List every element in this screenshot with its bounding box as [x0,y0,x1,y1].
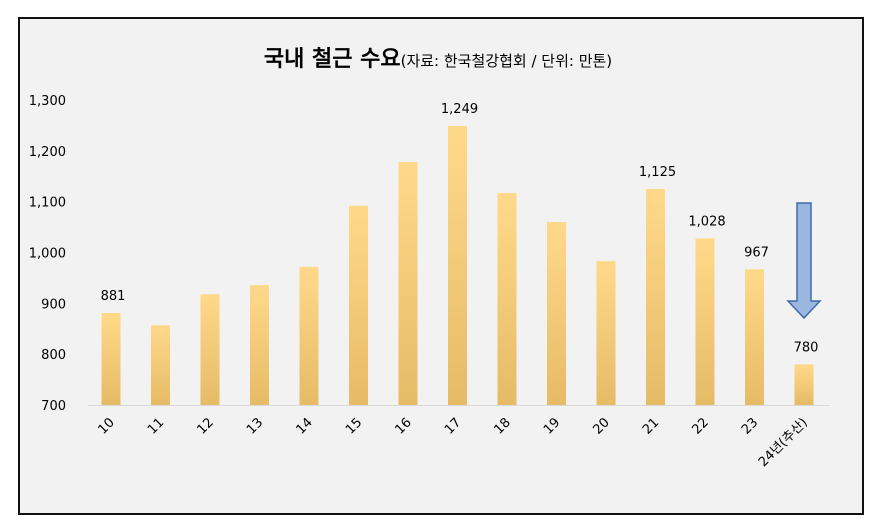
x-tick-label: 14 [294,415,316,437]
x-tick-label: 19 [541,415,563,437]
x-tick-label: 13 [244,415,266,437]
x-tick-label: 17 [442,415,464,437]
x-tick-label: 20 [591,415,613,437]
bar-20 [596,261,616,405]
x-tick-label: 16 [393,415,415,437]
bar-15 [349,205,368,405]
bar-19 [547,222,566,405]
bar-21 [646,188,665,405]
x-tick-label: 24년(추산) [756,415,811,470]
data-label: 1,125 [639,165,676,180]
x-tick-label: 22 [690,415,712,437]
y-tick-label: 1,000 [29,247,66,262]
bar-16 [398,162,418,405]
y-tick-label: 1,300 [29,94,66,109]
x-tick-label: 21 [640,415,662,437]
bar-12 [200,294,220,405]
x-tick-label: 11 [145,415,167,437]
chart-title: 국내 철근 수요(자료: 한국철강협회 / 단위: 만톤) [264,47,612,72]
down-arrow-icon [786,202,822,320]
y-tick-label: 1,100 [29,196,66,211]
x-tick-label: 18 [492,415,514,437]
bar-11 [151,325,170,405]
y-tick-label: 900 [41,297,66,312]
data-label: 1,028 [688,214,725,229]
bar-24년(추산) [794,364,814,405]
y-tick-label: 800 [41,348,66,363]
bar-13 [250,285,269,405]
bar-22 [695,238,715,405]
y-tick-label: 1,200 [29,145,66,160]
data-label: 881 [101,289,126,304]
y-tick-label: 700 [41,399,66,414]
x-tick-label: 15 [343,415,365,437]
bar-14 [299,266,319,405]
x-tick-label: 10 [96,415,118,437]
bar-17 [448,125,467,406]
bar-23 [745,269,764,405]
bar-18 [497,193,517,405]
x-tick-label: 23 [739,415,761,437]
data-label: 780 [794,340,819,355]
x-tick-label: 12 [195,415,217,437]
data-label: 1,249 [441,102,478,117]
data-label: 967 [744,245,769,260]
chart-frame [18,17,864,515]
bar-10 [101,312,121,405]
